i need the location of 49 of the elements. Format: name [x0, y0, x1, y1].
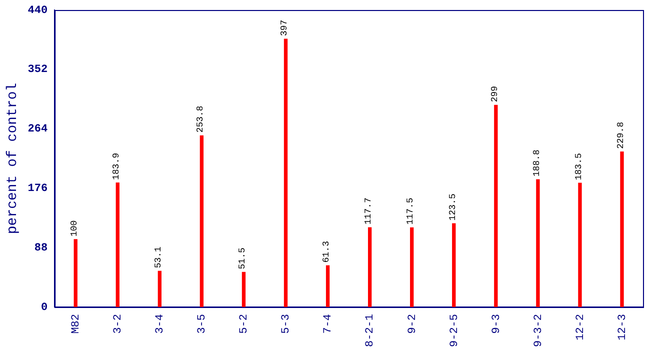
bar [452, 223, 456, 307]
bar [578, 182, 582, 307]
data-label: 61.3 [322, 241, 332, 263]
bar [74, 239, 78, 307]
x-tick-label: 7-4 [322, 314, 335, 334]
data-label: 100 [70, 220, 80, 236]
bar [200, 135, 204, 307]
y-tick-label: 176 [28, 182, 48, 195]
bar [326, 265, 330, 307]
bar [116, 182, 120, 307]
y-tick-label: 264 [28, 124, 48, 136]
data-label: 299 [490, 86, 500, 102]
bar [620, 152, 624, 307]
data-label: 253.8 [196, 106, 206, 133]
data-label: 117.5 [406, 198, 416, 225]
bar [368, 227, 372, 307]
x-tick-label: 12-2 [574, 314, 587, 340]
x-tick-label: 8-2-1 [364, 314, 377, 348]
x-tick-label: 5-2 [238, 314, 251, 334]
y-tick-label: 88 [34, 242, 48, 254]
y-axis-title: percent of control [5, 82, 22, 234]
x-tick-label: 3-4 [154, 314, 167, 334]
x-tick-label: 9-3-2 [532, 314, 545, 348]
x-tick-label: 12-3 [616, 314, 629, 340]
bar [158, 270, 162, 307]
bar [242, 272, 246, 307]
bar [284, 38, 288, 307]
bar [494, 104, 498, 307]
data-label: 397 [280, 20, 290, 36]
y-tick-label: 0 [40, 302, 48, 314]
x-tick-label: 9-2-5 [448, 314, 461, 348]
data-label: 51.5 [238, 248, 248, 270]
x-tick-label: 9-2 [406, 314, 419, 334]
x-tick-label: 3-5 [196, 314, 209, 334]
data-label: 123.5 [448, 194, 458, 221]
data-label: 183.5 [574, 153, 584, 180]
data-label: 229.8 [616, 122, 626, 149]
bar [536, 179, 540, 307]
bar [410, 227, 414, 307]
x-tick-label: 9-3 [490, 314, 503, 334]
y-tick-label: 352 [28, 64, 48, 76]
x-tick-label: 3-2 [112, 314, 125, 334]
x-tick-label: 5-3 [280, 314, 293, 334]
data-label: 188.8 [532, 150, 542, 177]
data-label: 53.1 [154, 246, 164, 268]
data-label: 183.9 [112, 152, 122, 180]
x-tick-label: M82 [70, 314, 83, 334]
data-label: 117.7 [364, 198, 374, 225]
y-tick-label: 440 [28, 4, 48, 17]
